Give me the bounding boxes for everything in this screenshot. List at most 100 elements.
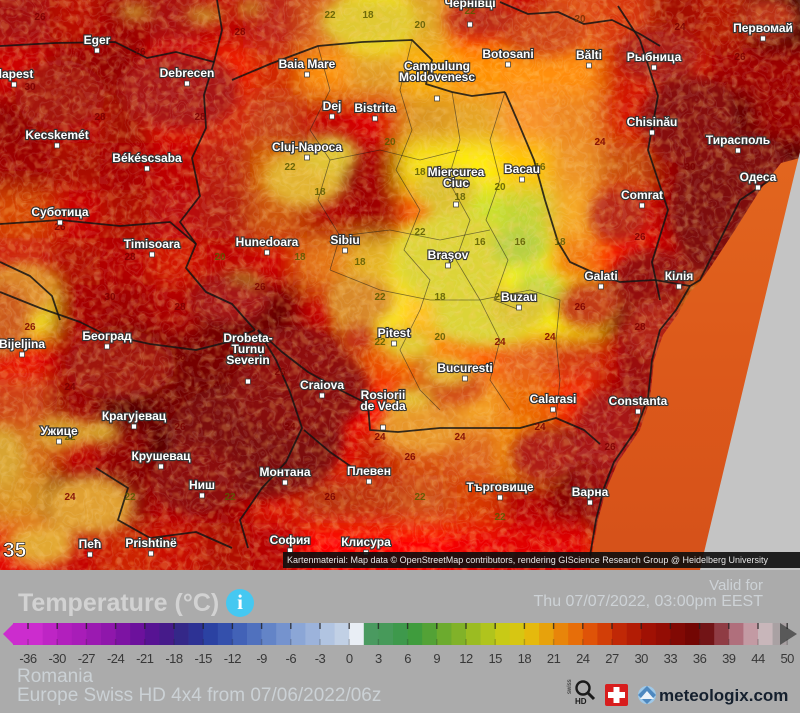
svg-text:26: 26 [604,442,616,453]
svg-text:28: 28 [174,302,186,313]
svg-text:Крушевац: Крушевац [131,449,191,463]
svg-text:20: 20 [574,14,586,25]
svg-text:Београд: Београд [82,329,132,343]
svg-text:26: 26 [324,492,336,503]
svg-text:24: 24 [64,492,76,503]
svg-text:20: 20 [214,252,226,263]
svg-text:Крагујевац: Крагујевац [102,409,167,423]
svg-text:28: 28 [194,112,206,123]
svg-text:Bucuresti: Bucuresti [437,361,492,375]
svg-text:35: 35 [3,539,27,562]
svg-text:Dej: Dej [323,99,342,113]
svg-text:26: 26 [574,302,586,313]
svg-text:Severin: Severin [226,353,269,367]
svg-text:Rosiorii: Rosiorii [361,388,406,402]
svg-text:Ужице: Ужице [40,424,78,438]
svg-text:Drobeta-: Drobeta- [223,331,272,345]
svg-text:16: 16 [534,162,546,173]
svg-text:Turnu: Turnu [231,342,264,356]
svg-text:16: 16 [474,237,486,248]
svg-text:22: 22 [464,6,476,17]
svg-text:Рыбница: Рыбница [627,50,682,64]
svg-text:Плевен: Плевен [347,464,391,478]
svg-text:26: 26 [24,322,36,333]
svg-text:22: 22 [284,162,296,173]
svg-text:28: 28 [124,252,136,263]
svg-text:22: 22 [224,492,236,503]
svg-text:16: 16 [514,237,526,248]
svg-text:Prishtinë: Prishtinë [125,536,177,550]
svg-text:26: 26 [404,452,416,463]
svg-text:26: 26 [54,222,66,233]
svg-text:София: София [270,533,311,547]
svg-text:30: 30 [174,352,186,363]
svg-text:28: 28 [634,322,646,333]
svg-text:18: 18 [314,187,326,198]
svg-text:dapest: dapest [0,67,33,81]
svg-text:22: 22 [124,492,136,503]
svg-text:Тирасполь: Тирасполь [706,133,770,147]
svg-text:Békéscsaba: Békéscsaba [112,151,182,165]
svg-text:Монтана: Монтана [259,465,310,479]
svg-text:Bacau: Bacau [504,162,540,176]
svg-text:30: 30 [24,82,36,93]
svg-text:Pitest: Pitest [378,326,411,340]
svg-text:Пећ: Пећ [79,537,102,551]
svg-text:Суботица: Суботица [31,205,89,219]
svg-text:Bălti: Bălti [576,48,602,62]
svg-text:Одеса: Одеса [740,170,777,184]
svg-text:HD: HD [575,697,587,706]
svg-text:Первомай: Первомай [733,21,793,35]
svg-text:18: 18 [454,192,466,203]
svg-text:Galati: Galati [584,269,617,283]
svg-text:22: 22 [324,10,336,21]
svg-text:22: 22 [414,227,426,238]
svg-text:Търговище: Търговище [466,480,533,494]
svg-text:Варна: Варна [572,485,609,499]
svg-text:20: 20 [494,182,506,193]
svg-text:Hunedoara: Hunedoara [236,235,299,249]
svg-text:18: 18 [294,252,306,263]
svg-text:18: 18 [434,292,446,303]
svg-text:26: 26 [634,232,646,243]
svg-text:20: 20 [434,332,446,343]
svg-text:22: 22 [374,337,386,348]
svg-text:24: 24 [374,432,386,443]
svg-text:Kecskemét: Kecskemét [25,128,88,142]
svg-text:Baia Mare: Baia Mare [279,57,336,71]
svg-text:18: 18 [414,167,426,178]
svg-text:26: 26 [734,52,746,63]
svg-text:24: 24 [454,432,466,443]
svg-text:20: 20 [384,137,396,148]
svg-text:24: 24 [594,137,606,148]
svg-text:Kartenmaterial: Map data © Ope: Kartenmaterial: Map data © OpenStreetMap… [287,555,768,565]
svg-text:Calarasi: Calarasi [530,392,577,406]
svg-text:24: 24 [494,337,506,348]
svg-text:meteologix.com: meteologix.com [659,686,788,705]
svg-text:22: 22 [374,292,386,303]
svg-text:26: 26 [134,47,146,58]
svg-text:Sibiu: Sibiu [330,233,359,247]
svg-text:28: 28 [94,112,106,123]
svg-text:20: 20 [414,20,426,31]
svg-text:22: 22 [494,512,506,523]
svg-text:26: 26 [174,422,186,433]
svg-text:Botosani: Botosani [482,47,533,61]
svg-text:Ciuc: Ciuc [443,176,469,190]
svg-text:Кілія: Кілія [665,269,694,283]
svg-text:18: 18 [354,257,366,268]
svg-text:20: 20 [494,292,506,303]
svg-text:28: 28 [234,27,246,38]
svg-text:Timisoara: Timisoara [124,237,181,251]
svg-text:30: 30 [104,292,116,303]
svg-text:Braşov: Braşov [428,248,469,262]
svg-text:30: 30 [684,162,696,173]
svg-text:Bijeljina: Bijeljina [0,337,45,351]
svg-text:Клисура: Клисура [341,535,391,549]
svg-text:Cluj-Napoca: Cluj-Napoca [272,140,342,154]
svg-text:18: 18 [362,10,374,21]
svg-text:swiss: swiss [567,679,573,694]
svg-text:Craiova: Craiova [300,378,344,392]
svg-text:Constanta: Constanta [609,394,668,408]
svg-text:Campulung: Campulung [404,59,470,73]
